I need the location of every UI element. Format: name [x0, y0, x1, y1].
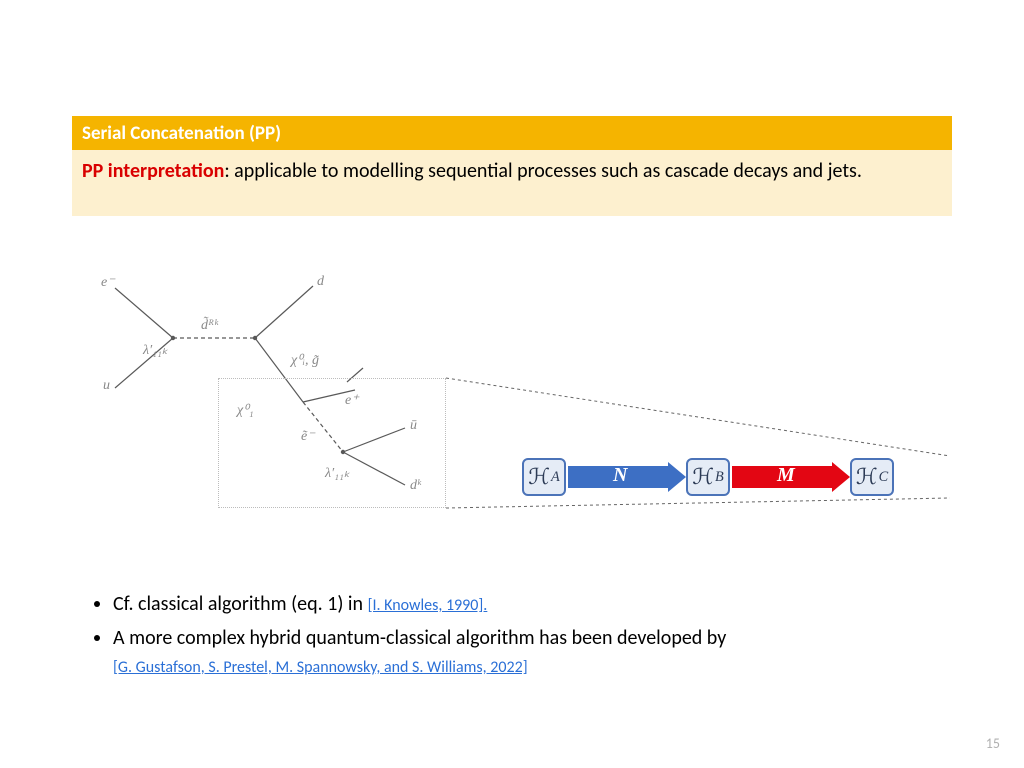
- fey-d: d: [317, 274, 324, 290]
- arrow-m-label: M: [777, 464, 795, 487]
- citation-knowles[interactable]: [I. Knowles, 1990].: [368, 596, 488, 615]
- arrow-m-head: [832, 462, 850, 492]
- section-title: Serial Concatenation (PP): [72, 116, 952, 150]
- page-number: 15: [986, 735, 1000, 752]
- hilbert-sub-a: A: [550, 469, 560, 486]
- fey-lambda-1: λ′₁₁ₖ: [143, 342, 168, 359]
- hilbert-box-b: ℋB: [686, 458, 730, 496]
- bullet-2-text: A more complex hybrid quantum-classical …: [113, 626, 726, 650]
- bullets: Cf. classical algorithm (eq. 1) in [I. K…: [85, 590, 935, 686]
- section-subtitle: PP interpretation: applicable to modelli…: [72, 150, 952, 216]
- hilbert-box-c: ℋC: [850, 458, 894, 496]
- citation-gustafson[interactable]: [G. Gustafson, S. Prestel, M. Spannowsky…: [113, 658, 528, 677]
- bullet-1-text: Cf. classical algorithm (eq. 1) in: [113, 592, 368, 616]
- slide: Serial Concatenation (PP) PP interpretat…: [0, 0, 1024, 768]
- arrow-n-label: N: [613, 464, 627, 487]
- hilbert-box-a: ℋA: [522, 458, 566, 496]
- arrow-n-head: [668, 462, 686, 492]
- hilbert-H-b: ℋ: [692, 464, 714, 490]
- bullet-1: Cf. classical algorithm (eq. 1) in [I. K…: [113, 590, 935, 618]
- fey-dRk: d̃ᴿᵏ: [201, 318, 218, 334]
- subtitle-rest: : applicable to modelling sequential pro…: [224, 159, 862, 183]
- hilbert-H-c: ℋ: [856, 464, 878, 490]
- bullet-2: A more complex hybrid quantum-classical …: [113, 624, 935, 680]
- hilbert-H-a: ℋ: [528, 464, 550, 490]
- fey-u: u: [103, 378, 110, 394]
- fey-e-minus: e⁻: [101, 274, 115, 291]
- cascade-box: [218, 378, 446, 508]
- pp-label: PP interpretation: [82, 159, 224, 183]
- hilbert-sub-b: B: [714, 469, 724, 486]
- hilbert-sub-c: C: [878, 469, 889, 486]
- fey-chi-g: χ⁰ᵢ, g̃: [291, 352, 319, 369]
